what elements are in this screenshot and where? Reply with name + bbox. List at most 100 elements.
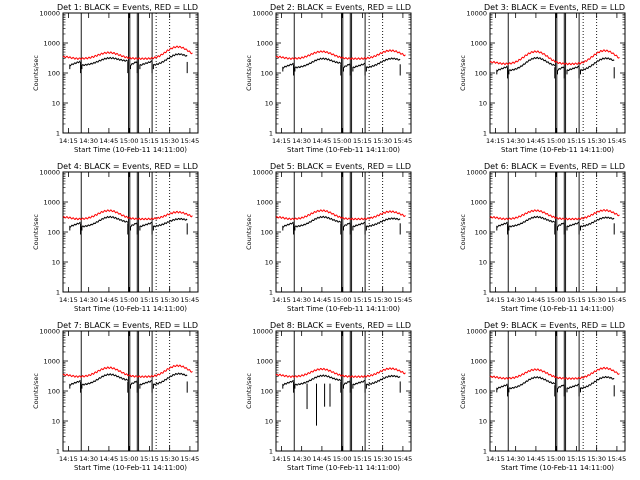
plot-frame bbox=[489, 171, 626, 293]
y-tick-label: 1000 bbox=[256, 358, 273, 366]
x-tick-label: 14:15 bbox=[486, 296, 505, 304]
y-tick-label: 1000 bbox=[470, 358, 487, 366]
x-tick-label: 15:00 bbox=[547, 455, 566, 463]
y-axis-label: Counts/sec bbox=[459, 373, 467, 409]
plot-frame bbox=[62, 12, 199, 134]
y-tick-label: 10 bbox=[479, 418, 487, 426]
x-tick-label: 14:45 bbox=[313, 296, 332, 304]
events-series-line bbox=[365, 217, 401, 231]
x-tick-label: 15:15 bbox=[353, 455, 372, 463]
x-tick-label: 14:30 bbox=[506, 455, 525, 463]
y-tick-label: 1 bbox=[269, 289, 273, 297]
x-tick-label: 14:15 bbox=[59, 296, 78, 304]
events-series-line bbox=[508, 215, 556, 231]
events-series-line bbox=[365, 374, 401, 389]
y-tick-label: 10 bbox=[52, 418, 60, 426]
events-series-line bbox=[352, 379, 366, 389]
events-series-line bbox=[580, 216, 615, 231]
y-tick-label: 100 bbox=[261, 70, 273, 78]
y-tick-label: 10000 bbox=[252, 328, 273, 336]
events-series-line bbox=[69, 60, 81, 70]
events-series-line bbox=[130, 380, 138, 389]
x-tick-label: 15:30 bbox=[373, 455, 392, 463]
lld-series-line bbox=[489, 366, 620, 380]
lld-series-line bbox=[275, 209, 406, 221]
y-tick-label: 1000 bbox=[43, 199, 60, 207]
events-series-line bbox=[294, 57, 342, 72]
events-series-line bbox=[352, 62, 366, 72]
y-tick-label: 100 bbox=[48, 388, 60, 396]
x-tick-label: 15:45 bbox=[394, 455, 413, 463]
plot-frame bbox=[275, 12, 412, 134]
y-axis-label: Counts/sec bbox=[32, 55, 40, 91]
events-series-line bbox=[282, 62, 294, 72]
x-tick-label: 14:15 bbox=[272, 455, 291, 463]
events-series-line bbox=[496, 65, 508, 75]
panel-title: Det 8: BLACK = Events, RED = LLD bbox=[270, 321, 411, 330]
x-tick-label: 14:45 bbox=[313, 455, 332, 463]
plot-frame bbox=[62, 171, 199, 293]
lld-series-line bbox=[62, 45, 193, 61]
x-axis-label: Start Time (10-Feb-11 14:11:00) bbox=[501, 464, 614, 472]
x-tick-label: 15:30 bbox=[373, 137, 392, 145]
x-tick-label: 14:15 bbox=[486, 455, 505, 463]
y-axis-label: Counts/sec bbox=[32, 214, 40, 250]
x-tick-label: 15:30 bbox=[160, 137, 179, 145]
events-series-line bbox=[557, 222, 565, 231]
events-series-line bbox=[294, 374, 342, 389]
x-tick-label: 14:30 bbox=[292, 137, 311, 145]
x-tick-label: 15:15 bbox=[567, 137, 586, 145]
x-tick-label: 15:15 bbox=[567, 296, 586, 304]
y-axis-label: Counts/sec bbox=[459, 55, 467, 91]
x-tick-label: 15:00 bbox=[120, 455, 139, 463]
x-tick-label: 15:30 bbox=[587, 455, 606, 463]
y-tick-label: 10000 bbox=[252, 169, 273, 177]
panel-det-3: Det 3: BLACK = Events, RED = LLD 1 10 100 10… bbox=[459, 3, 626, 154]
y-tick-label: 10000 bbox=[39, 169, 60, 177]
x-tick-label: 15:00 bbox=[333, 137, 352, 145]
y-tick-label: 1 bbox=[269, 448, 273, 456]
y-tick-label: 100 bbox=[261, 229, 273, 237]
panel-title: Det 6: BLACK = Events, RED = LLD bbox=[484, 162, 625, 171]
y-tick-label: 1000 bbox=[256, 199, 273, 207]
y-tick-label: 100 bbox=[261, 388, 273, 396]
x-tick-label: 14:15 bbox=[272, 296, 291, 304]
lld-series-line bbox=[275, 367, 406, 379]
x-tick-label: 15:45 bbox=[608, 137, 627, 145]
x-tick-label: 15:00 bbox=[547, 137, 566, 145]
events-series-line bbox=[282, 221, 294, 231]
y-tick-label: 100 bbox=[475, 388, 487, 396]
events-series-line bbox=[81, 56, 129, 70]
x-tick-label: 14:30 bbox=[506, 137, 525, 145]
events-series-line bbox=[152, 372, 188, 389]
x-tick-label: 14:15 bbox=[59, 455, 78, 463]
panel-title: Det 2: BLACK = Events, RED = LLD bbox=[270, 3, 411, 12]
y-tick-label: 10 bbox=[479, 259, 487, 267]
x-tick-label: 15:45 bbox=[608, 455, 627, 463]
lld-series-line bbox=[489, 208, 620, 221]
events-series-line bbox=[557, 65, 565, 75]
events-series-line bbox=[580, 375, 615, 393]
x-axis-label: Start Time (10-Feb-11 14:11:00) bbox=[287, 305, 400, 313]
x-tick-label: 15:00 bbox=[120, 296, 139, 304]
events-series-line bbox=[496, 221, 508, 231]
y-tick-label: 10 bbox=[265, 100, 273, 108]
y-tick-label: 1 bbox=[269, 130, 273, 138]
x-tick-label: 14:15 bbox=[486, 137, 505, 145]
y-tick-label: 100 bbox=[48, 229, 60, 237]
panel-det-5: Det 5: BLACK = Events, RED = LLD 1 10 100 10… bbox=[245, 162, 412, 313]
x-tick-label: 14:30 bbox=[79, 137, 98, 145]
events-series-line bbox=[566, 221, 580, 231]
panel-det-6: Det 6: BLACK = Events, RED = LLD 1 10 100 10… bbox=[459, 162, 626, 313]
plot-frame bbox=[62, 330, 199, 452]
y-tick-label: 100 bbox=[48, 70, 60, 78]
y-tick-label: 10 bbox=[265, 418, 273, 426]
y-tick-label: 1 bbox=[483, 448, 487, 456]
x-axis-label: Start Time (10-Feb-11 14:11:00) bbox=[501, 146, 614, 154]
y-tick-label: 1000 bbox=[470, 40, 487, 48]
x-tick-label: 15:00 bbox=[333, 455, 352, 463]
x-tick-label: 15:45 bbox=[181, 455, 200, 463]
y-tick-label: 1000 bbox=[470, 199, 487, 207]
panel-det-1: Det 1: BLACK = Events, RED = LLD 1 10 100 10… bbox=[32, 3, 199, 154]
y-tick-label: 1 bbox=[56, 448, 60, 456]
